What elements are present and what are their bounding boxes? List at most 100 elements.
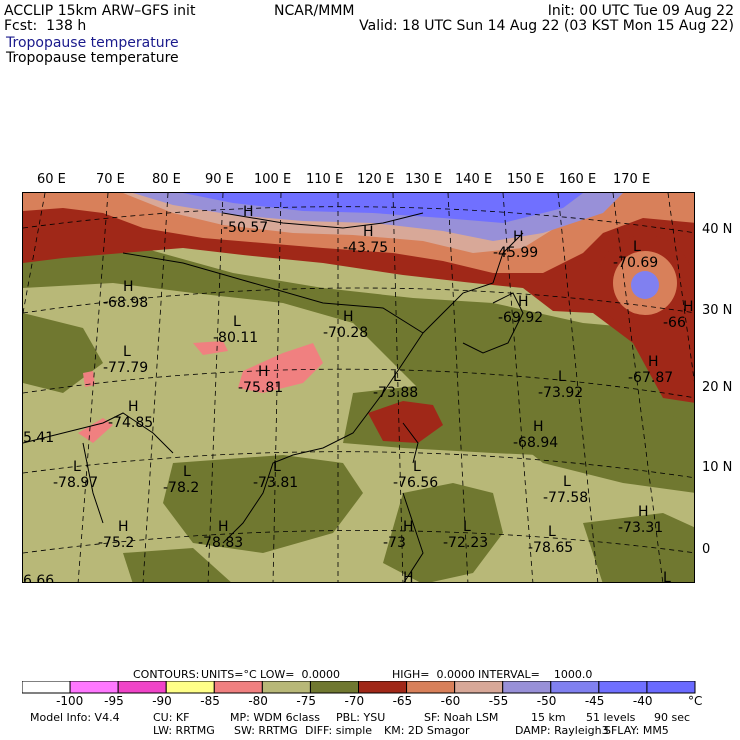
extremum-value: -66 (663, 315, 686, 331)
model-info-item: KM: 2D Smagor (384, 724, 470, 737)
extremum-value: -67.87 (628, 370, 673, 386)
colorbar-swatch (69, 681, 119, 694)
colorbar-swatch (550, 681, 600, 694)
extremum-value: -78.2 (163, 480, 199, 496)
extremum-marker: H (258, 364, 269, 380)
colorbar-swatch (309, 681, 359, 694)
extremum-value: -78.65 (528, 540, 573, 556)
extremum-marker: H (118, 519, 129, 535)
model-info-item: 90 sec (654, 711, 691, 724)
colorbar-tick-label: -80 (248, 694, 268, 708)
extremum-marker: H (533, 419, 544, 435)
colorbar-swatch (358, 681, 408, 694)
longitude-label: 170 E (613, 172, 651, 187)
longitude-label: 160 E (559, 172, 597, 187)
colorbar (22, 681, 696, 694)
extremum-value: -73.31 (618, 520, 663, 536)
colorbar-swatch (646, 681, 696, 694)
colorbar-tick-label: -85 (200, 694, 220, 708)
extremum-value: -68.98 (103, 295, 148, 311)
run-title: ACCLIP 15km ARW–GFS init (4, 3, 196, 19)
longitude-label: 90 E (205, 172, 234, 187)
extremum-value: -70.28 (323, 325, 368, 341)
longitude-label: 130 E (405, 172, 443, 187)
extremum-value: -43.75 (343, 240, 388, 256)
extremum-value: -73 (383, 535, 406, 551)
colorbar-tick-label: -65 (392, 694, 413, 708)
extremum-value: -80.11 (213, 330, 258, 346)
model-info-item: 15 km (531, 711, 566, 724)
colorbar-tick-label: -100 (56, 694, 84, 708)
extremum-marker: H (648, 354, 659, 370)
model-info-item: DIFF: simple (305, 724, 373, 737)
model-info-item: 51 levels (586, 711, 636, 724)
colorbar-tick-label: -55 (488, 694, 509, 708)
colorbar-tick-label: -95 (104, 694, 124, 708)
extremum-marker: L (413, 459, 421, 475)
high-label: HIGH= 0.0000 (392, 668, 476, 681)
extremum-value: -73.92 (538, 385, 583, 401)
longitude-label: 110 E (306, 172, 344, 187)
center-label: NCAR/MMM (274, 3, 355, 19)
longitude-label: 60 E (37, 172, 66, 187)
extremum-marker: L (123, 344, 131, 360)
extremum-marker: H (518, 294, 529, 310)
latitude-label: 0 (702, 542, 711, 557)
longitude-label: 140 E (455, 172, 493, 187)
extremum-value: -68.94 (513, 435, 558, 451)
colorbar-swatch (165, 681, 215, 694)
extremum-marker: L (233, 314, 241, 330)
extremum-value: -76.56 (393, 475, 438, 491)
colorbar-swatch (213, 681, 263, 694)
colorbar-swatch (502, 681, 552, 694)
extremum-marker: H (363, 224, 374, 240)
colorbar-tick-label: -75 (296, 694, 317, 708)
extremum-marker: L (463, 519, 471, 535)
interval-label: INTERVAL= 1000.0 (478, 668, 593, 681)
extremum-marker: L (393, 369, 401, 385)
extremum-value: -78.83 (198, 535, 243, 551)
extremum-value: -70.69 (613, 255, 658, 271)
extremum-marker: H (403, 519, 414, 535)
extremum-marker: L (663, 570, 671, 583)
colorbar-swatch (598, 681, 648, 694)
extremum-marker: H (343, 309, 354, 325)
extremum-marker: H (638, 504, 649, 520)
field-title-shaded: Tropopause temperature (6, 35, 179, 51)
colorbar-tick-label: -45 (584, 694, 605, 708)
model-info-item: PBL: YSU (336, 711, 386, 724)
colorbar-swatch (22, 681, 71, 694)
extremum-marker: L (633, 239, 641, 255)
valid-time: Valid: 18 UTC Sun 14 Aug 22 (03 KST Mon … (359, 18, 734, 34)
extremum-value: -75.2 (98, 535, 134, 551)
tropopause-temperature-map: H-50.57 H-43.75H-45.99 L-70.69H-68.98L-80.… (23, 193, 694, 583)
model-info-item: SFLAY: MM5 (604, 724, 669, 737)
extremum-marker: H (218, 519, 229, 535)
latitude-label: 30 N (702, 303, 733, 318)
model-info-item: DAMP: Rayleigh3 (515, 724, 609, 737)
forecast-hour: Fcst: 138 h (4, 18, 87, 34)
extremum-marker: H (128, 399, 139, 415)
colorbar-tick-label: -40 (632, 694, 653, 708)
colorbar-swatch (261, 681, 311, 694)
extremum-value: -73.81 (253, 475, 298, 491)
colorbar-swatch (406, 681, 456, 694)
latitude-label: 20 N (702, 380, 733, 395)
extremum-marker: L (548, 524, 556, 540)
map-panel: H -50.57 H -43.75 H -45.99 L -70.69 H -68.98 L -80.… (22, 192, 695, 583)
extremum-marker: L (183, 464, 191, 480)
model-info-item: CU: KF (153, 711, 190, 724)
extremum-value: 6.66 (23, 573, 54, 583)
extremum-value: -77.79 (103, 360, 148, 376)
extremum-marker: H (683, 299, 694, 315)
latitude-label: 10 N (702, 460, 733, 475)
extremum-marker: L (273, 459, 281, 475)
colorbar-swatch (454, 681, 504, 694)
field-title-contour: Tropopause temperature (6, 50, 179, 66)
extremum-marker: H (123, 279, 134, 295)
extremum-marker: L (73, 459, 81, 475)
extremum-value: -50.57 (223, 220, 268, 236)
colorbar-unit: °C (688, 694, 703, 708)
extremum-value: -75.81 (238, 380, 283, 396)
model-info-item: Model Info: V4.4 (30, 711, 120, 724)
